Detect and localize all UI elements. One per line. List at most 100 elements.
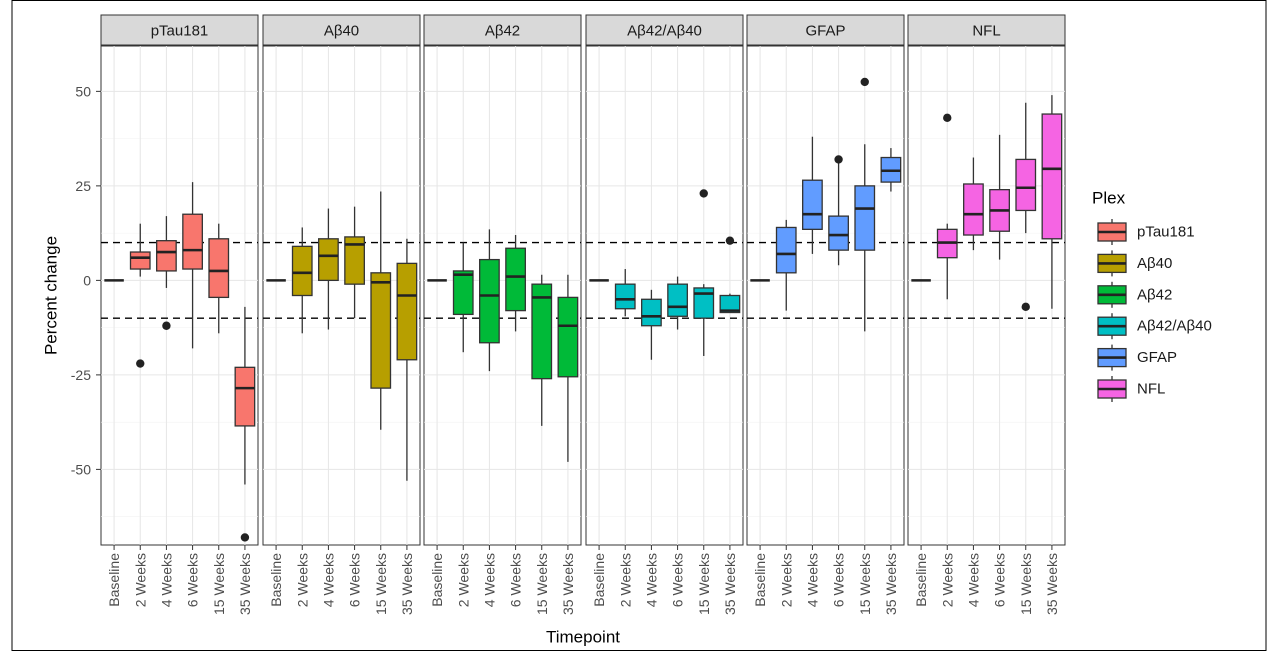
box-body [667, 283, 688, 317]
x-tick-label: 2 Weeks [132, 553, 148, 607]
legend-entry-label: Aβ42/Aβ40 [1137, 318, 1212, 335]
legend-key [1097, 376, 1127, 402]
x-tick-label: Baseline [752, 553, 768, 607]
panel-background [423, 45, 582, 546]
box-outlier-point [834, 155, 843, 164]
y-tick-label: 0 [83, 272, 91, 288]
box-outlier-point [240, 533, 250, 542]
box-body [854, 185, 876, 251]
y-tick-label: 25 [75, 178, 91, 194]
box-body [129, 251, 151, 270]
box-body [208, 238, 230, 299]
x-tick-label: 15 Weeks [211, 553, 227, 615]
box-body [614, 283, 636, 310]
box-body [693, 287, 715, 319]
box-body [182, 213, 203, 270]
legend-key [1097, 281, 1127, 308]
x-tick-label: 2 Weeks [939, 553, 955, 607]
panel-4: GFAP Baseline 2 Weeks 4 Weeks 6 Weeks 15 Week… [746, 14, 905, 615]
box-body [452, 270, 474, 316]
x-tick-label: 6 Weeks [992, 553, 1008, 607]
facet-strip [585, 14, 744, 46]
panel-background [585, 45, 744, 546]
legend-key [1097, 313, 1127, 340]
legend-entry-label: GFAP [1137, 349, 1177, 366]
y-tick-label: -25 [71, 367, 91, 383]
x-tick-label: 15 Weeks [696, 553, 712, 615]
legend-entry-label: Aβ40 [1137, 255, 1172, 272]
box-body [719, 294, 741, 314]
x-tick-label: 6 Weeks [185, 553, 201, 607]
facet-strip-label: Aβ42/Aβ40 [627, 23, 702, 40]
panel-background [746, 45, 905, 546]
panel-background [100, 45, 259, 546]
x-tick-label: 35 Weeks [1044, 553, 1060, 615]
legend-key [1097, 219, 1127, 245]
panel-0: pTau181 Baseline 2 Weeks 4 Weeks 6 Weeks 15 W… [100, 14, 259, 615]
panel-background [262, 45, 421, 546]
box-body [963, 183, 984, 236]
x-tick-label: 15 Weeks [857, 553, 873, 615]
x-tick-label: 6 Weeks [670, 553, 686, 607]
facet-strip-label: GFAP [805, 23, 845, 40]
x-tick-label: 4 Weeks [158, 553, 174, 607]
x-tick-label: 2 Weeks [455, 553, 471, 607]
facet-strip-label: Aβ40 [324, 23, 359, 40]
box-body [396, 262, 418, 361]
x-tick-label: 15 Weeks [534, 553, 550, 615]
box-body [318, 238, 339, 282]
x-tick-label: Baseline [591, 553, 607, 607]
y-axis-title: Percent change [42, 236, 61, 355]
box-body [531, 283, 553, 380]
legend: Plex pTau181 Aβ40 Aβ42 Aβ42/Aβ40 GFAP NFL [1092, 189, 1212, 402]
legend-entry-label: pTau181 [1137, 224, 1195, 241]
box-body [802, 179, 823, 230]
legend-entry-label: Aβ42 [1137, 286, 1172, 303]
x-tick-label: 15 Weeks [373, 553, 389, 615]
legend-title: Plex [1092, 189, 1126, 208]
x-tick-label: 35 Weeks [237, 553, 253, 615]
legend-key [1097, 250, 1127, 277]
box-body [505, 247, 526, 312]
facet-strip [262, 14, 421, 46]
facet-strip [100, 14, 259, 46]
box-body [234, 366, 256, 427]
legend-key [1097, 344, 1127, 371]
box-body [291, 245, 313, 297]
panel-5: NFL Baseline 2 Weeks 4 Weeks 6 Weeks 15 Weeks… [907, 14, 1066, 615]
box-outlier-point [1021, 302, 1030, 312]
facet-strip-label: Aβ42 [485, 23, 520, 40]
x-axis-title: Timepoint [546, 628, 620, 647]
x-tick-label: 2 Weeks [778, 553, 794, 607]
box-outlier-point [725, 236, 735, 245]
x-tick-label: 4 Weeks [965, 553, 981, 607]
x-tick-label: 35 Weeks [560, 553, 576, 615]
x-tick-label: 6 Weeks [831, 553, 847, 607]
x-tick-label: Baseline [106, 553, 122, 607]
box-body [479, 258, 500, 344]
x-tick-label: 6 Weeks [508, 553, 524, 607]
box-body [557, 296, 579, 378]
box-body [641, 298, 662, 327]
facet-strip-label: NFL [972, 23, 1000, 40]
box-body [828, 215, 849, 251]
y-tick-label: -50 [71, 461, 91, 477]
x-tick-label: Baseline [913, 553, 929, 607]
box-outlier-point [860, 77, 869, 87]
x-tick-label: 4 Weeks [804, 553, 820, 607]
box-outlier-point [162, 321, 171, 330]
box-outlier-point [943, 113, 952, 123]
x-tick-label: 2 Weeks [617, 553, 633, 607]
box-body [1041, 113, 1063, 240]
x-tick-label: 15 Weeks [1018, 553, 1034, 615]
facet-strip [746, 14, 905, 46]
panel-2: Aβ42 Baseline 2 Weeks 4 Weeks 6 Weeks 15 Week… [423, 14, 582, 615]
x-tick-label: 6 Weeks [347, 553, 363, 607]
x-tick-label: 2 Weeks [294, 553, 310, 607]
facet-strip-label: pTau181 [151, 23, 209, 40]
box-body [775, 226, 797, 274]
panel-1: Aβ40 Baseline 2 Weeks 4 Weeks 6 Weeks 15 Week… [262, 14, 421, 615]
x-tick-label: 35 Weeks [399, 553, 415, 615]
x-tick-label: Baseline [268, 553, 284, 607]
